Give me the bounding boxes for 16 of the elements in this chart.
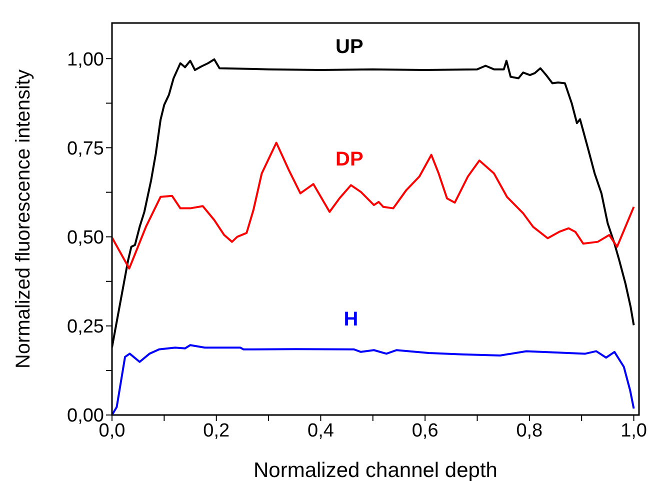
x-axis-title: Normalized channel depth [254, 459, 498, 481]
x-tick-label: 0,2 [203, 420, 230, 442]
y-axis-title: Normalized fluorescence intensity [12, 69, 34, 369]
y-tick-label: 0,25 [67, 316, 104, 338]
line-series [112, 142, 635, 270]
y-tick-label: 0,50 [67, 228, 104, 249]
x-tick-label: 1,0 [620, 420, 647, 442]
y-tick-label: 0,75 [67, 138, 104, 160]
series-label: DP [336, 148, 364, 170]
x-tick-label: 0,6 [412, 420, 438, 442]
x-tick-label: 0,8 [516, 420, 543, 442]
series-label: UP [336, 36, 364, 58]
x-tick-label: 0,4 [308, 420, 334, 442]
y-tick-label: 1,00 [67, 49, 104, 70]
line-series [112, 344, 635, 415]
series-label: H [344, 308, 358, 330]
